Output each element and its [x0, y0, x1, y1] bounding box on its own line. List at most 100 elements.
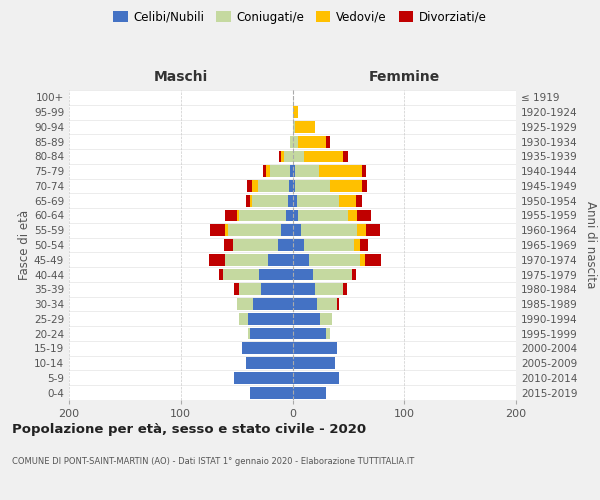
Bar	[293, 136, 298, 147]
Text: COMUNE DI PONT-SAINT-MARTIN (AO) - Dati ISTAT 1° gennaio 2020 - Elaborazione TUT: COMUNE DI PONT-SAINT-MARTIN (AO) - Dati …	[12, 458, 414, 466]
Bar	[362, 166, 366, 177]
Text: Femmine: Femmine	[368, 70, 440, 84]
Bar	[295, 121, 315, 133]
Bar	[359, 254, 365, 266]
Bar	[223, 268, 259, 280]
Bar	[245, 357, 293, 369]
Bar	[352, 268, 356, 280]
Bar	[242, 342, 293, 354]
Bar	[210, 224, 226, 236]
Bar	[226, 254, 268, 266]
Text: Maschi: Maschi	[154, 70, 208, 84]
Bar	[293, 298, 317, 310]
Bar	[261, 284, 293, 295]
Bar	[233, 239, 278, 251]
Bar	[293, 313, 320, 324]
Bar	[219, 268, 223, 280]
Bar	[227, 224, 281, 236]
Bar	[301, 224, 358, 236]
Bar	[331, 180, 362, 192]
Bar	[354, 239, 359, 251]
Bar	[293, 254, 309, 266]
Bar	[315, 284, 343, 295]
Text: Popolazione per età, sesso e stato civile - 2020: Popolazione per età, sesso e stato civil…	[12, 422, 366, 436]
Bar	[236, 298, 253, 310]
Bar	[209, 254, 226, 266]
Bar	[293, 210, 298, 222]
Bar	[304, 239, 354, 251]
Bar	[320, 313, 332, 324]
Bar	[226, 210, 236, 222]
Bar	[293, 106, 298, 118]
Bar	[293, 121, 295, 133]
Bar	[295, 180, 331, 192]
Bar	[290, 136, 293, 147]
Y-axis label: Fasce di età: Fasce di età	[18, 210, 31, 280]
Bar	[293, 166, 295, 177]
Bar	[293, 268, 313, 280]
Bar	[281, 224, 293, 236]
Bar	[343, 284, 347, 295]
Bar	[278, 239, 293, 251]
Bar	[250, 195, 252, 206]
Bar	[297, 195, 340, 206]
Bar	[224, 239, 233, 251]
Bar	[293, 150, 304, 162]
Bar	[293, 342, 337, 354]
Bar	[326, 328, 331, 340]
Bar	[293, 357, 335, 369]
Bar	[268, 254, 293, 266]
Bar	[259, 268, 293, 280]
Bar	[263, 166, 266, 177]
Bar	[358, 210, 371, 222]
Bar	[298, 210, 349, 222]
Bar	[247, 180, 252, 192]
Bar	[236, 210, 239, 222]
Bar	[252, 180, 258, 192]
Bar	[252, 195, 288, 206]
Bar	[293, 224, 301, 236]
Bar	[239, 210, 286, 222]
Bar	[343, 150, 349, 162]
Bar	[250, 328, 293, 340]
Bar	[288, 195, 293, 206]
Bar	[293, 195, 297, 206]
Bar	[235, 372, 293, 384]
Bar	[356, 195, 362, 206]
Bar	[293, 386, 326, 398]
Legend: Celibi/Nubili, Coniugati/e, Vedovi/e, Divorziati/e: Celibi/Nubili, Coniugati/e, Vedovi/e, Di…	[109, 6, 491, 28]
Bar	[293, 284, 315, 295]
Bar	[349, 210, 358, 222]
Bar	[298, 136, 326, 147]
Bar	[239, 313, 248, 324]
Bar	[319, 166, 362, 177]
Bar	[326, 136, 331, 147]
Bar	[253, 298, 293, 310]
Bar	[304, 150, 343, 162]
Bar	[358, 224, 366, 236]
Bar	[362, 180, 367, 192]
Bar	[250, 386, 293, 398]
Bar	[239, 284, 261, 295]
Bar	[317, 298, 337, 310]
Bar	[226, 224, 227, 236]
Bar	[295, 166, 319, 177]
Bar	[248, 313, 293, 324]
Bar	[235, 284, 239, 295]
Bar	[366, 224, 380, 236]
Bar	[281, 150, 284, 162]
Bar	[289, 180, 293, 192]
Bar	[365, 254, 381, 266]
Bar	[290, 166, 293, 177]
Bar	[340, 195, 356, 206]
Bar	[293, 328, 326, 340]
Bar	[309, 254, 359, 266]
Bar	[258, 180, 289, 192]
Y-axis label: Anni di nascita: Anni di nascita	[584, 202, 597, 288]
Bar	[245, 195, 250, 206]
Bar	[284, 150, 293, 162]
Bar	[359, 239, 368, 251]
Bar	[248, 328, 250, 340]
Bar	[293, 180, 295, 192]
Bar	[270, 166, 290, 177]
